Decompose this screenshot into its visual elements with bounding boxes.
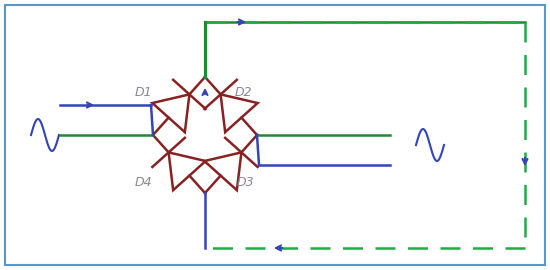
Text: D3: D3	[236, 177, 254, 190]
Text: D2: D2	[234, 86, 252, 100]
Text: D1: D1	[134, 86, 152, 100]
Text: D4: D4	[134, 177, 152, 190]
